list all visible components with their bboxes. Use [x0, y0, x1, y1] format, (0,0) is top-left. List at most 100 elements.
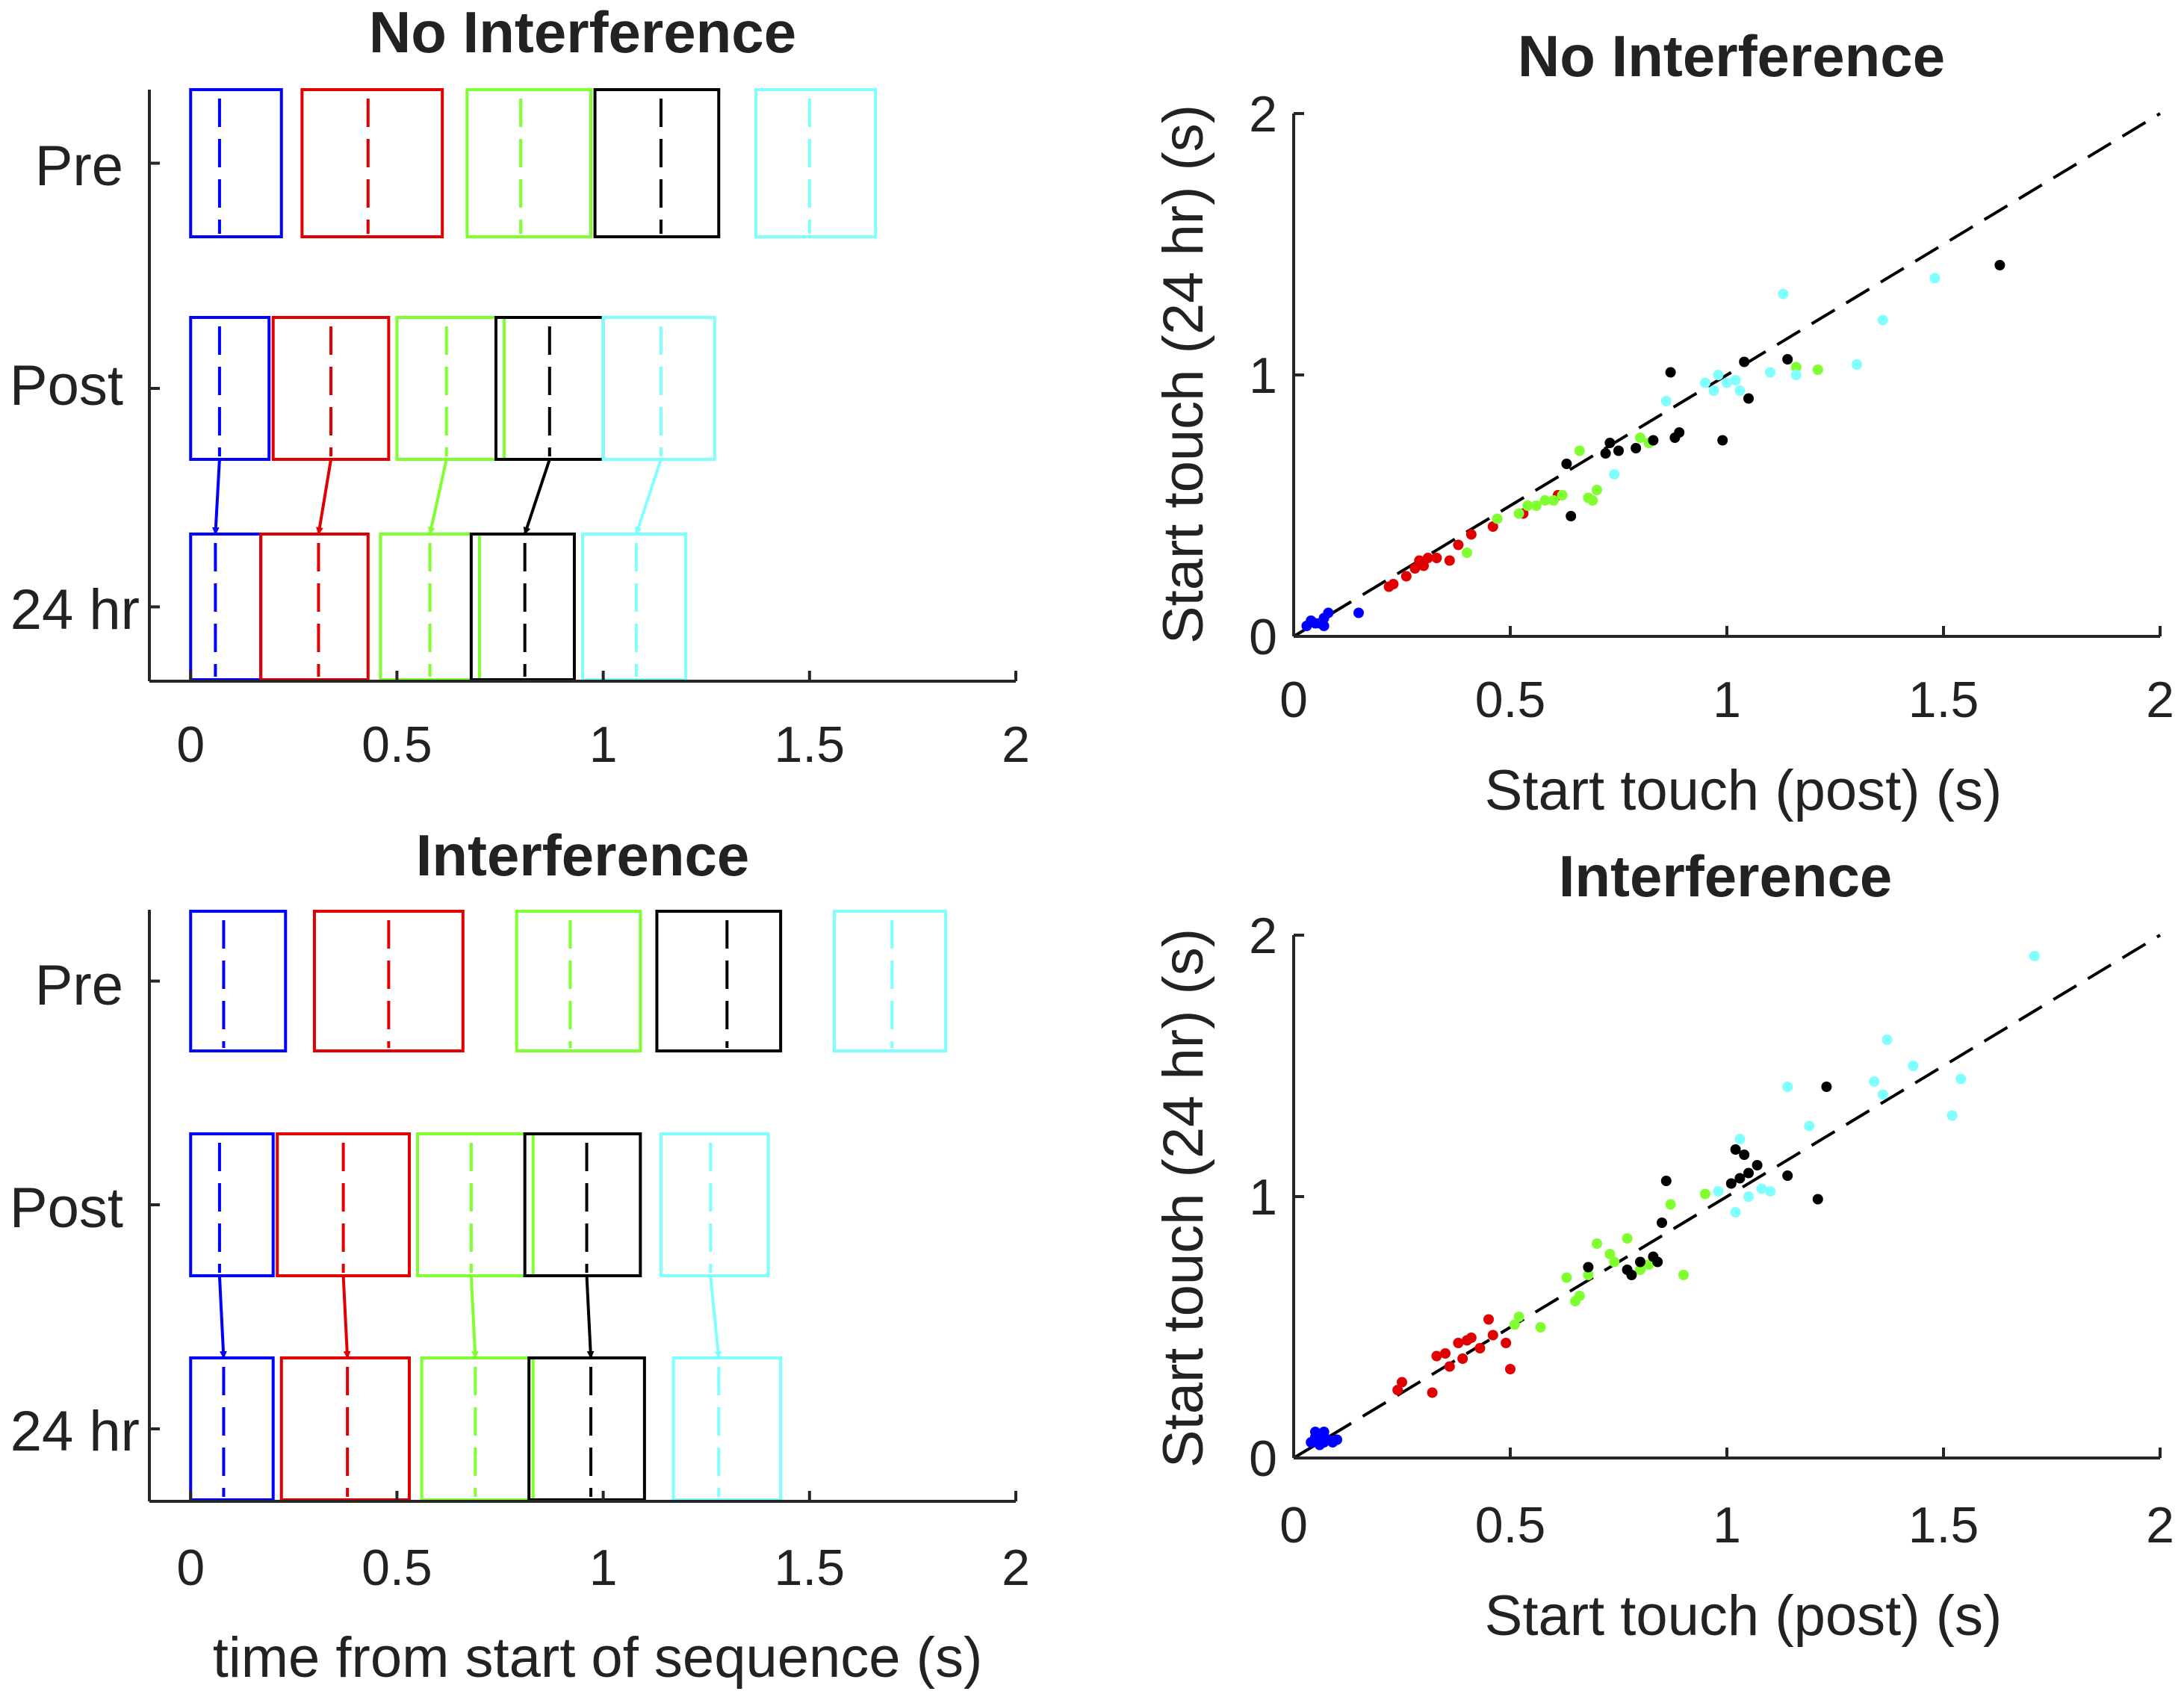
interval-box-cyan: [659, 1132, 770, 1277]
x-tick-label: 0.5: [362, 1539, 432, 1596]
x-tick-label: 0: [1279, 1497, 1308, 1554]
scatter-point-green: [1561, 1272, 1572, 1283]
scatter-point-green: [1700, 1188, 1710, 1200]
axes: 0 0.5 1 1.5 2: [148, 910, 1030, 1596]
x-tick-label: 0: [176, 716, 205, 773]
row-label-24hr: 24 hr: [10, 1400, 140, 1463]
scatter-point-green: [1462, 547, 1472, 558]
scatter-point-red: [1487, 521, 1498, 532]
scatter-point-red: [1501, 1338, 1512, 1348]
y-tick-label: 2: [1249, 86, 1277, 143]
scatter-point-green: [1609, 1256, 1620, 1268]
scatter-point-black: [1660, 1176, 1672, 1186]
shift-arrow-blue: [217, 1275, 227, 1359]
scatter-point-red: [1474, 1343, 1486, 1353]
scatter-point-red: [1422, 553, 1433, 563]
scatter-panel-no-interference: No Interference Start touch (post) (s) S…: [1152, 23, 2174, 822]
scatter-point-green: [1812, 364, 1823, 375]
interval-box-black: [655, 910, 783, 1052]
scatter-point-green: [1574, 1291, 1585, 1301]
interval-marks: [189, 88, 878, 681]
scatter-point-black: [1739, 356, 1750, 367]
scatter-point-black: [1743, 393, 1754, 404]
shift-arrow-green: [427, 459, 448, 535]
scatter-point-green: [1513, 508, 1524, 519]
x-tick-label: 1: [1713, 671, 1741, 728]
row-label-24hr: 24 hr: [10, 578, 140, 642]
interval-box-red: [300, 88, 444, 238]
chart-title: No Interference: [369, 0, 796, 65]
scatter-point-black: [1583, 1262, 1594, 1273]
scatter-point-green: [1604, 1249, 1616, 1259]
scatter-point-cyan: [1955, 1073, 1967, 1085]
y-axis-label: Start touch (24 hr) (s): [1152, 105, 1215, 644]
interval-marks: [189, 910, 948, 1501]
scatter-point-red: [1465, 529, 1477, 540]
scatter-point-cyan: [1946, 1110, 1958, 1121]
scatter-point-green: [1665, 1199, 1676, 1210]
interval-box-red: [312, 910, 465, 1052]
scatter-point-black: [1739, 1150, 1750, 1160]
scatter-point-cyan: [1877, 314, 1888, 326]
identity-reference-line: [1292, 934, 2162, 1459]
chart-title: Interference: [416, 822, 750, 888]
scatter-point-red: [1392, 1385, 1403, 1395]
scatter-point-cyan: [1700, 377, 1710, 388]
interval-box-black: [469, 533, 576, 681]
shift-arrow-red: [316, 459, 333, 535]
x-tick-label: 0.5: [1475, 671, 1546, 728]
scatter-point-green: [1492, 513, 1503, 524]
x-tick-label: 1.5: [775, 1539, 846, 1596]
scatter-point-black: [1734, 1173, 1746, 1184]
x-tick-label: 1: [589, 716, 618, 773]
y-tick-label: 2: [1249, 908, 1277, 964]
scatter-marks: [1292, 934, 2162, 1459]
scatter-point-red: [1397, 1377, 1407, 1388]
scatter-point-red: [1431, 1350, 1442, 1362]
scatter-point-black: [1730, 1144, 1741, 1155]
shift-arrow-cyan: [709, 1275, 722, 1359]
interval-box-black: [523, 1132, 642, 1277]
scatter-point-cyan: [1708, 385, 1719, 396]
scatter-point-green: [1548, 495, 1559, 506]
scatter-point-green: [1509, 1319, 1520, 1330]
scatter-point-green: [1790, 362, 1802, 373]
y-tick-label: 0: [1249, 609, 1277, 666]
interval-box-blue: [189, 1132, 275, 1277]
scatter-point-green: [1635, 1265, 1645, 1275]
scatter-point-cyan: [1869, 1076, 1880, 1087]
scatter-point-cyan: [1713, 370, 1724, 380]
interval-box-green: [515, 910, 642, 1052]
scatter-point-blue: [1318, 1427, 1330, 1437]
scatter-point-black: [1566, 511, 1577, 521]
scatter-marks: [1292, 112, 2162, 638]
scatter-point-black: [1674, 427, 1685, 438]
scatter-point-cyan: [1734, 385, 1746, 396]
interval-box-green: [416, 1132, 535, 1277]
shift-arrow-black: [523, 459, 551, 535]
row-label-pre: Pre: [35, 954, 123, 1017]
scatter-point-black: [1821, 1082, 1832, 1092]
scatter-point-black: [1717, 435, 1728, 446]
scatter-point-black: [1635, 1256, 1645, 1268]
interval-box-green: [395, 316, 506, 461]
interval-box-cyan: [671, 1356, 783, 1501]
scatter-point-black: [1994, 260, 2005, 270]
scatter-point-green: [1592, 485, 1602, 495]
interval-box-blue: [189, 1356, 275, 1501]
scatter-point-cyan: [1852, 359, 1862, 370]
scatter-point-black: [1631, 443, 1642, 453]
scatter-point-cyan: [1713, 1186, 1724, 1197]
scatter-point-green: [1622, 1233, 1633, 1244]
scatter-point-green: [1678, 1270, 1689, 1280]
scatter-point-red: [1388, 579, 1399, 589]
scatter-point-black: [1613, 445, 1624, 456]
x-tick-label: 2: [2146, 1497, 2174, 1554]
scatter-point-black: [1743, 1167, 1754, 1179]
timing-panel-interference: Interference Pre Post 24 hr time from st…: [10, 822, 1030, 1690]
scatter-point-green: [1513, 1312, 1524, 1322]
x-axis-label: Start touch (post) (s): [1485, 759, 2002, 822]
scatter-point-black: [1812, 1194, 1823, 1205]
scatter-point-green: [1635, 432, 1645, 443]
chart-title: No Interference: [1518, 23, 1945, 89]
